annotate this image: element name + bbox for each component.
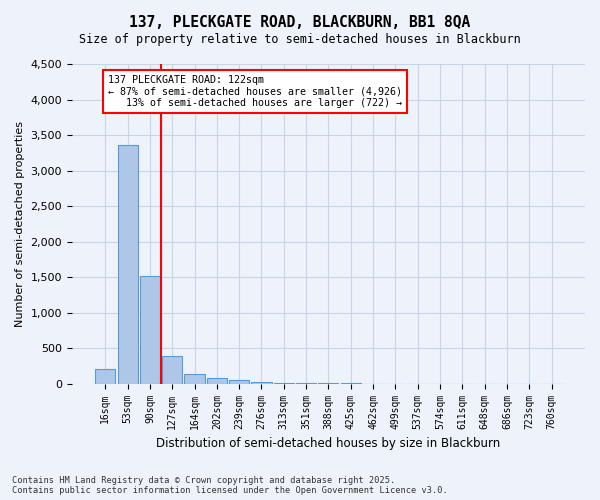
Text: Contains HM Land Registry data © Crown copyright and database right 2025.
Contai: Contains HM Land Registry data © Crown c… <box>12 476 448 495</box>
Bar <box>251 382 272 384</box>
Bar <box>95 370 115 384</box>
Bar <box>207 378 227 384</box>
Text: 137, PLECKGATE ROAD, BLACKBURN, BB1 8QA: 137, PLECKGATE ROAD, BLACKBURN, BB1 8QA <box>130 15 470 30</box>
Bar <box>118 145 137 384</box>
Bar <box>184 374 205 384</box>
Bar <box>162 356 182 384</box>
Bar <box>140 276 160 384</box>
Bar <box>274 383 294 384</box>
Text: 137 PLECKGATE ROAD: 122sqm
← 87% of semi-detached houses are smaller (4,926)
   : 137 PLECKGATE ROAD: 122sqm ← 87% of semi… <box>108 74 402 108</box>
Bar <box>229 380 249 384</box>
Text: Size of property relative to semi-detached houses in Blackburn: Size of property relative to semi-detach… <box>79 32 521 46</box>
X-axis label: Distribution of semi-detached houses by size in Blackburn: Distribution of semi-detached houses by … <box>157 437 500 450</box>
Y-axis label: Number of semi-detached properties: Number of semi-detached properties <box>15 121 25 327</box>
